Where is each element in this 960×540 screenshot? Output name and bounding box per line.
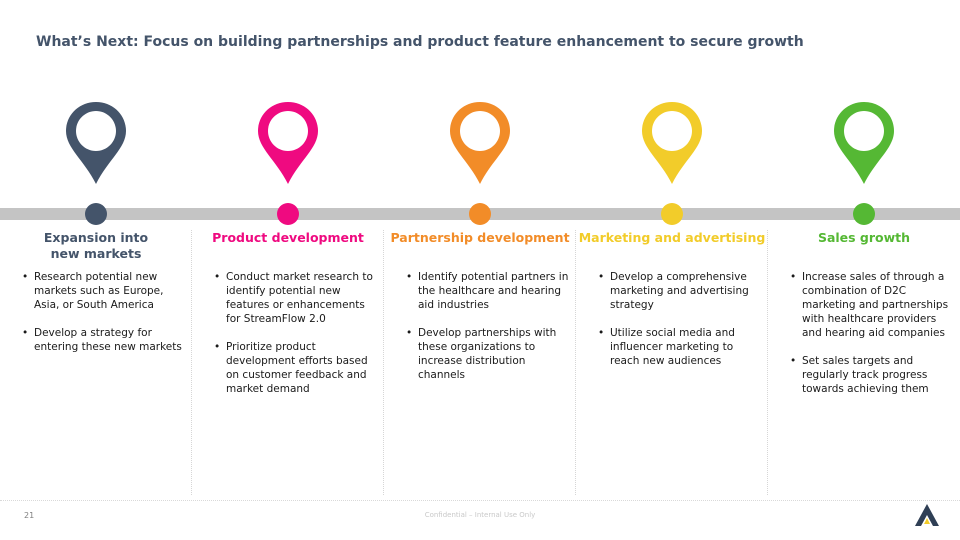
location-pin-icon: [834, 102, 894, 184]
timeline-dot: [469, 203, 491, 225]
bullet-item: Develop partnerships with these organiza…: [406, 326, 570, 382]
column-divider: [767, 230, 768, 495]
slide-title: What’s Next: Focus on building partnersh…: [36, 34, 804, 50]
bullet-item: Identify potential partners in the healt…: [406, 270, 570, 312]
timeline-column-5: Sales growth Increase sales of through a…: [768, 90, 960, 495]
bullet-item: Conduct market research to identify pote…: [214, 270, 378, 326]
location-pin-icon: [450, 102, 510, 184]
bullet-list: Conduct market research to identify pote…: [214, 270, 378, 410]
bullet-list: Identify potential partners in the healt…: [406, 270, 570, 396]
company-logo-icon: [915, 504, 939, 526]
bullet-item: Increase sales of through a combination …: [790, 270, 954, 340]
location-pin-icon: [258, 102, 318, 184]
timeline-column-2: Product development Conduct market resea…: [192, 90, 384, 495]
column-heading: Marketing and advertising: [578, 230, 766, 245]
column-divider: [383, 230, 384, 495]
bullet-item: Research potential new markets such as E…: [22, 270, 186, 312]
bullet-list: Research potential new markets such as E…: [22, 270, 186, 368]
bullet-item: Prioritize product development efforts b…: [214, 340, 378, 396]
timeline-column-3: Partnership development Identify potenti…: [384, 90, 576, 495]
column-heading: Expansion into new markets: [43, 230, 149, 261]
bullet-list: Develop a comprehensive marketing and ad…: [598, 270, 762, 382]
timeline-dot: [277, 203, 299, 225]
footer-divider: [0, 500, 960, 501]
page-number: 21: [24, 511, 35, 520]
column-heading: Partnership development: [390, 230, 570, 245]
timeline-dot: [853, 203, 875, 225]
column-heading: Product development: [212, 230, 364, 245]
column-divider: [191, 230, 192, 495]
timeline-dot: [661, 203, 683, 225]
column-divider: [575, 230, 576, 495]
location-pin-icon: [66, 102, 126, 184]
bullet-item: Set sales targets and regularly track pr…: [790, 354, 954, 396]
timeline-column-4: Marketing and advertising Develop a comp…: [576, 90, 768, 495]
confidential-notice: Confidential – Internal Use Only: [424, 511, 536, 519]
bullet-item: Develop a comprehensive marketing and ad…: [598, 270, 762, 312]
timeline-dot: [85, 203, 107, 225]
column-heading: Sales growth: [817, 230, 911, 245]
bullet-item: Utilize social media and influencer mark…: [598, 326, 762, 368]
timeline-column-1: Expansion into new markets Research pote…: [0, 90, 192, 495]
bullet-item: Develop a strategy for entering these ne…: [22, 326, 186, 354]
location-pin-icon: [642, 102, 702, 184]
bullet-list: Increase sales of through a combination …: [790, 270, 954, 410]
